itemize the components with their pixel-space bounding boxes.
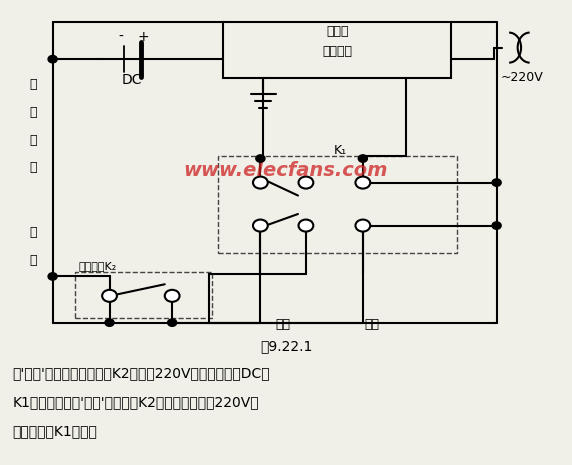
- Circle shape: [48, 55, 57, 63]
- Circle shape: [355, 219, 370, 232]
- Circle shape: [253, 177, 268, 189]
- Text: 直流: 直流: [276, 319, 291, 332]
- Circle shape: [299, 219, 313, 232]
- Text: ~220V: ~220V: [501, 71, 543, 84]
- Text: 音: 音: [29, 133, 37, 146]
- Text: 半导体: 半导体: [326, 25, 348, 38]
- Text: 交流: 交流: [364, 319, 379, 332]
- Text: 路: 路: [29, 254, 37, 267]
- Text: 稳压电源: 稳压电源: [322, 45, 352, 58]
- Text: 去: 去: [29, 78, 37, 91]
- Text: 音量开关K₂: 音量开关K₂: [78, 261, 117, 271]
- Circle shape: [102, 290, 117, 302]
- Text: DC: DC: [122, 73, 142, 87]
- Text: -: -: [118, 30, 124, 44]
- Circle shape: [48, 272, 57, 280]
- Circle shape: [253, 219, 268, 232]
- Bar: [76, 272, 212, 318]
- Circle shape: [168, 319, 177, 326]
- Text: 图9.22.1: 图9.22.1: [260, 339, 312, 354]
- Bar: [224, 22, 451, 78]
- Circle shape: [299, 177, 313, 189]
- Circle shape: [492, 222, 501, 229]
- Circle shape: [165, 290, 180, 302]
- Circle shape: [492, 179, 501, 186]
- Circle shape: [256, 155, 265, 162]
- Bar: [218, 156, 457, 253]
- Text: 在'交流'位置时，音量开关K2只控制220V电源，而电池DC被: 在'交流'位置时，音量开关K2只控制220V电源，而电池DC被: [13, 366, 271, 380]
- Text: +: +: [138, 30, 149, 44]
- Text: 电: 电: [29, 226, 37, 239]
- Circle shape: [105, 319, 114, 326]
- Text: 流电源早被K1切断。: 流电源早被K1切断。: [13, 424, 98, 438]
- Text: 收: 收: [29, 106, 37, 119]
- Text: www.elecfans.com: www.elecfans.com: [184, 160, 388, 179]
- Text: K₁: K₁: [333, 144, 347, 157]
- Text: 机: 机: [29, 161, 37, 174]
- Circle shape: [358, 155, 367, 162]
- Circle shape: [355, 177, 370, 189]
- Text: K1断开，当打在'直流'位置时，K2仅控制电池，而220V交: K1断开，当打在'直流'位置时，K2仅控制电池，而220V交: [13, 395, 259, 409]
